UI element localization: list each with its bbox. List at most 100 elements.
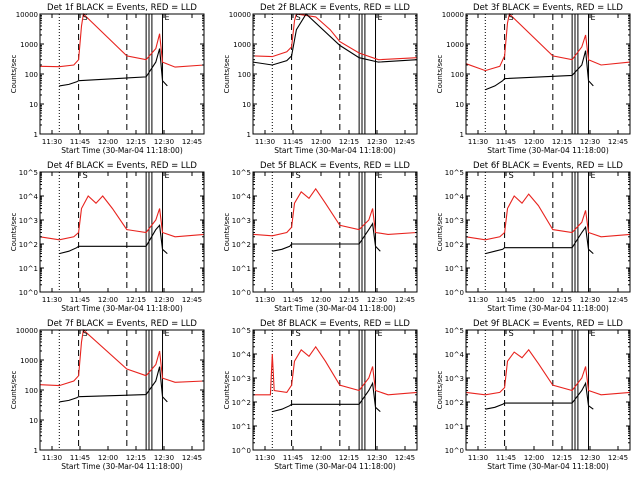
x-tick-label: 11:30 [468,454,488,462]
x-tick-label: 11:45 [283,138,303,146]
y-tick-label: 10000 [16,11,38,19]
y-tick-label: 10^3 [232,217,251,225]
y-tick-label: 10^1 [232,265,251,273]
plot-frame [252,171,418,293]
x-tick-label: 11:30 [468,138,488,146]
y-tick-label: 1 [460,131,464,139]
annotation-start: S [509,13,514,22]
y-tick-label: 100 [25,387,38,395]
y-axis-label: Counts/sec [10,371,18,410]
y-tick-label: 10^0 [445,447,464,455]
plot-frame [252,329,418,451]
series-line-lld [253,345,418,396]
annotation-end: E [591,13,596,22]
x-tick-label: 12:00 [98,138,118,146]
x-tick-label: 12:30 [154,454,174,462]
series-line-events [485,225,594,255]
x-tick-label: 11:45 [496,454,516,462]
x-tick-label: 12:15 [552,454,572,462]
y-tick-label: 10^4 [445,351,465,359]
series-line-lld [39,328,205,387]
y-tick-label: 1 [34,447,38,455]
chart-panel-4: Det 4f BLACK = Events, RED = LLD 10^0 10^1… [10,161,205,313]
y-tick-label: 10^4 [232,193,252,201]
y-axis-label: Counts/sec [10,55,18,94]
chart-title: Det 2f BLACK = Events, RED = LLD [260,3,410,13]
y-tick-label: 10^3 [445,375,464,383]
y-tick-label: 10000 [442,11,464,19]
y-tick-label: 1000 [446,41,464,49]
y-tick-label: 10^2 [232,399,251,407]
x-tick-label: 12:00 [524,454,544,462]
x-tick-label: 12:15 [552,138,572,146]
series-line-lld [252,187,418,237]
y-axis-label: Counts/sec [223,55,231,94]
series-line-lld [465,348,631,396]
x-tick-label: 12:45 [395,296,415,304]
y-axis-label: Counts/sec [436,55,444,94]
y-axis-label: Counts/sec [436,371,444,410]
annotation-end: E [378,171,383,180]
annotation-start: S [509,329,514,338]
annotation-end: E [591,171,596,180]
annotation-start: S [296,13,301,22]
chart-title: Det 5f BLACK = Events, RED = LLD [260,161,410,171]
series-line-events [59,224,168,255]
y-tick-label: 1000 [233,41,251,49]
x-tick-label: 12:15 [339,296,359,304]
x-tick-label: 11:30 [42,296,62,304]
x-tick-label: 12:30 [154,138,174,146]
y-tick-label: 10^4 [445,193,465,201]
chart-panel-5: Det 5f BLACK = Events, RED = LLD 10^0 10^1… [223,161,418,313]
annotation-end: E [165,171,170,180]
series-line-events [485,50,594,91]
y-tick-label: 10 [242,101,251,109]
x-tick-label: 11:45 [496,296,516,304]
x-axis-label: Start Time (30-Mar-04 11:18:00) [274,304,396,313]
x-axis-label: Start Time (30-Mar-04 11:18:00) [487,462,609,471]
x-tick-label: 12:30 [367,138,387,146]
x-tick-label: 12:45 [608,296,628,304]
annotation-end: E [591,329,596,338]
annotation-start: S [83,13,88,22]
chart-panel-9: Det 9f BLACK = Events, RED = LLD 10^0 10^1… [436,319,631,471]
x-axis-label: Start Time (30-Mar-04 11:18:00) [61,304,183,313]
x-tick-label: 12:00 [311,138,331,146]
chart-panel-7: Det 7f BLACK = Events, RED = LLD 1 10 100 10… [10,319,205,471]
y-tick-label: 10^5 [232,169,251,177]
x-tick-label: 12:15 [339,454,359,462]
chart-panel-6: Det 6f BLACK = Events, RED = LLD 10^0 10^1… [436,161,631,313]
chart-title: Det 6f BLACK = Events, RED = LLD [473,161,623,171]
series-line-lld [252,13,418,61]
x-tick-label: 11:30 [255,454,275,462]
annotation-end: E [378,329,383,338]
y-tick-label: 10^1 [19,265,38,273]
x-tick-label: 11:30 [255,296,275,304]
y-tick-label: 10000 [16,327,38,335]
y-tick-label: 100 [451,71,464,79]
x-tick-label: 12:15 [126,454,146,462]
x-tick-label: 12:30 [580,296,600,304]
y-tick-label: 10^0 [232,289,251,297]
series-line-events [485,381,594,410]
plot-frame [39,171,205,293]
y-axis-label: Counts/sec [10,213,18,252]
y-tick-label: 100 [238,71,251,79]
series-line-events [272,381,381,413]
y-tick-label: 1 [247,131,251,139]
chart-title: Det 7f BLACK = Events, RED = LLD [47,319,197,329]
series-line-lld [39,195,205,241]
x-tick-label: 12:45 [395,454,415,462]
plot-frame [39,13,205,135]
chart-title: Det 9f BLACK = Events, RED = LLD [473,319,623,329]
x-tick-label: 11:30 [255,138,275,146]
annotation-start: S [83,329,88,338]
x-tick-label: 11:30 [468,296,488,304]
y-tick-label: 10^3 [19,217,38,225]
x-tick-label: 12:00 [524,296,544,304]
y-tick-label: 100 [25,71,38,79]
x-tick-label: 12:45 [608,138,628,146]
chart-panel-1: Det 1f BLACK = Events, RED = LLD 1 10 100 10… [10,3,205,155]
y-tick-label: 10^2 [232,241,251,249]
x-tick-label: 12:30 [154,296,174,304]
